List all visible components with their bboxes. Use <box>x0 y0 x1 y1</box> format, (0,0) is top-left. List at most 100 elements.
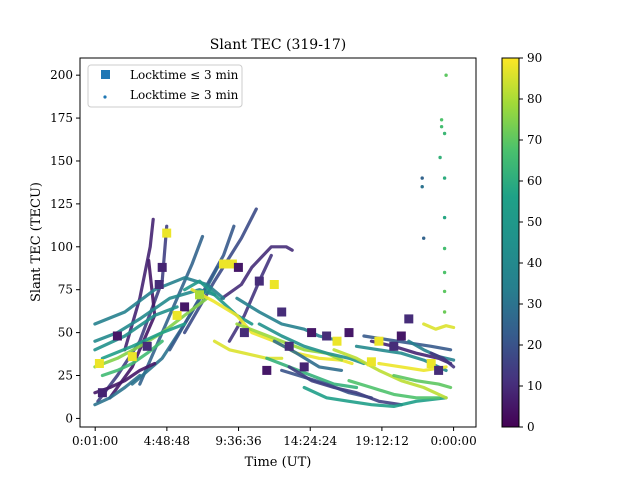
tec-point-2 <box>422 236 426 240</box>
y-axis-label: Slant TEC (TECU) <box>29 182 44 302</box>
tec-track-26 <box>347 379 441 400</box>
tec-track-24 <box>302 385 448 408</box>
tec-point-11 <box>442 270 447 275</box>
tec-track-23 <box>287 365 403 407</box>
tec-point-13 <box>442 310 447 314</box>
legend-dot-marker <box>103 95 107 99</box>
tec-point-8 <box>442 176 447 180</box>
locktime-short-marker-13 <box>322 331 332 341</box>
locktime-short-marker-1 <box>157 262 167 272</box>
locktime-short-marker-14 <box>332 336 342 346</box>
chart-title: Slant TEC (319-17) <box>210 37 346 53</box>
x-tick-label: 9:36:36 <box>215 434 261 448</box>
tec-track-13 <box>100 322 187 360</box>
locktime-short-marker-26 <box>180 302 190 312</box>
locktime-short-marker-20 <box>434 365 444 375</box>
colorbar-tick-label: 20 <box>527 338 542 352</box>
tec-track-19 <box>257 322 366 366</box>
y-axis-ticks: 0 25 50 75 100 125 150 175 200 <box>50 68 80 425</box>
colorbar-tick-label: 0 <box>527 420 535 434</box>
tec-track-8 <box>227 253 273 343</box>
locktime-short-marker-0 <box>162 228 172 238</box>
colorbar-ticks: 0 10 20 30 40 50 60 70 80 90 <box>519 51 542 434</box>
tec-point-9 <box>442 215 447 220</box>
colorbar-tick-label: 40 <box>527 256 542 270</box>
tec-point-6 <box>442 131 447 136</box>
locktime-short-marker-8 <box>269 280 279 289</box>
tec-track-25 <box>332 348 448 400</box>
locktime-short-marker-16 <box>374 336 384 346</box>
x-tick-label: 0:01:00 <box>72 434 118 448</box>
x-axis-ticks: 0:01:00 4:48:48 9:36:36 14:24:24 19:12:12 0:0… <box>72 427 477 448</box>
tec-point-7 <box>438 155 442 160</box>
locktime-short-marker-24 <box>97 388 107 398</box>
colorbar-tick-label: 80 <box>527 92 542 106</box>
locktime-short-marker-29 <box>299 362 309 372</box>
tec-track-30 <box>369 339 453 366</box>
locktime-short-marker-21 <box>112 331 122 341</box>
legend: Locktime ≤ 3 min Locktime ≥ 3 min <box>87 64 243 108</box>
x-tick-label: 0:00:00 <box>430 434 476 448</box>
x-axis-label: Time (UT) <box>245 455 312 470</box>
locktime-short-marker-23 <box>142 341 152 351</box>
locktime-short-marker-15 <box>344 328 354 338</box>
locktime-short-marker-2 <box>154 280 164 289</box>
locktime-short-marker-22 <box>127 352 137 362</box>
locktime-short-marker-12 <box>307 328 317 338</box>
legend-label-short: Locktime ≤ 3 min <box>130 68 239 82</box>
tec-point-0 <box>420 176 424 180</box>
tec-track-36 <box>100 339 164 378</box>
colorbar-tick-label: 30 <box>527 297 542 311</box>
y-tick-label: 125 <box>50 197 73 211</box>
tec-point-1 <box>420 185 424 189</box>
tec-track-34 <box>429 351 456 369</box>
tec-point-10 <box>442 246 447 251</box>
locktime-short-marker-25 <box>94 359 104 368</box>
x-tick-label: 4:48:48 <box>144 434 190 448</box>
colorbar-tick-label: 70 <box>527 133 542 147</box>
colorbar-gradient <box>501 57 520 428</box>
locktime-short-marker-10 <box>284 341 294 351</box>
tec-track-21 <box>265 356 359 390</box>
tec-track-18 <box>235 296 336 342</box>
locktime-short-marker-5 <box>227 259 237 269</box>
colorbar-tick-label: 10 <box>527 379 542 393</box>
y-tick-label: 200 <box>50 68 73 82</box>
locktime-short-marker-17 <box>389 341 399 351</box>
tec-track-37 <box>93 373 142 407</box>
colorbar: 0 10 20 30 40 50 60 70 80 90 <box>501 51 542 434</box>
legend-box <box>87 64 243 108</box>
locktime-short-marker-7 <box>254 276 264 286</box>
tec-point-12 <box>442 289 447 294</box>
colorbar-tick-label: 90 <box>527 51 542 65</box>
plot-frame <box>79 57 477 428</box>
tec-track-16 <box>212 339 284 360</box>
tec-track-14 <box>183 279 254 326</box>
y-tick-label: 175 <box>50 111 73 125</box>
tec-track-7 <box>220 245 294 300</box>
locktime-short-marker-3 <box>195 290 204 300</box>
tec-track-3 <box>138 234 205 386</box>
locktime-short-marker-28 <box>239 328 249 338</box>
tec-track-31 <box>392 373 453 390</box>
locktime-short-marker-6 <box>233 262 243 272</box>
tec-track-11 <box>93 305 179 352</box>
locktime-short-marker-18 <box>404 314 414 324</box>
locktime-short-marker-4 <box>219 259 228 269</box>
y-tick-label: 25 <box>58 369 73 383</box>
data-marks <box>93 73 456 408</box>
legend-label-long: Locktime ≥ 3 min <box>130 88 239 102</box>
locktime-short-marker-31 <box>396 331 406 341</box>
y-tick-label: 50 <box>58 326 73 340</box>
y-tick-label: 100 <box>50 240 73 254</box>
colorbar-tick-label: 50 <box>527 215 542 229</box>
tec-track-5 <box>168 224 236 352</box>
locktime-short-marker-30 <box>366 357 376 367</box>
locktime-short-marker-9 <box>277 307 287 317</box>
x-tick-label: 14:24:24 <box>283 434 337 448</box>
locktime-short-marker-11 <box>262 365 272 375</box>
y-tick-label: 75 <box>58 283 73 297</box>
tec-point-4 <box>439 118 444 122</box>
tec-track-9 <box>93 276 226 326</box>
tec-point-5 <box>439 125 444 129</box>
